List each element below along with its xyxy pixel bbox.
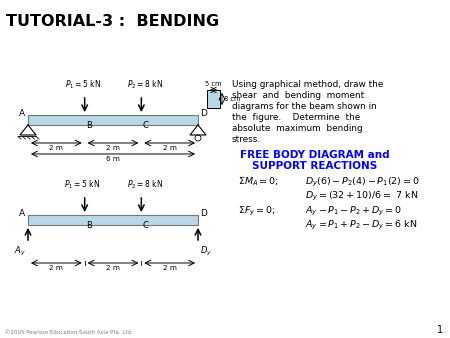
Text: C: C xyxy=(142,221,148,230)
Text: C: C xyxy=(142,121,148,130)
Text: 2 m: 2 m xyxy=(163,265,176,271)
Text: SUPPORT REACTIONS: SUPPORT REACTIONS xyxy=(252,161,378,171)
Text: A: A xyxy=(19,209,25,218)
Text: shear  and  bending  moment: shear and bending moment xyxy=(232,91,364,100)
Text: FREE BODY DIAGRAM and: FREE BODY DIAGRAM and xyxy=(240,150,390,160)
Text: TUTORIAL-3 :  BENDING: TUTORIAL-3 : BENDING xyxy=(6,15,219,29)
Text: D: D xyxy=(200,109,207,118)
Text: D: D xyxy=(200,209,207,218)
Text: 2 m: 2 m xyxy=(50,145,63,151)
Text: the  figure.    Determine  the: the figure. Determine the xyxy=(232,113,360,122)
Text: PROBLEM-1: PROBLEM-1 xyxy=(6,46,114,65)
Text: $A_y$: $A_y$ xyxy=(14,245,26,258)
Text: 2 m: 2 m xyxy=(50,265,63,271)
Text: 2 m: 2 m xyxy=(106,145,120,151)
Text: $D_y$: $D_y$ xyxy=(200,245,212,258)
Text: $D_y(6) - P_2(4) - P_1(2) = 0$: $D_y(6) - P_2(4) - P_1(2) = 0$ xyxy=(305,176,420,189)
Text: diagrams for the beam shown in: diagrams for the beam shown in xyxy=(232,102,377,111)
Bar xyxy=(28,115,198,125)
Text: absolute  maximum  bending: absolute maximum bending xyxy=(232,124,363,133)
Text: $\Sigma M_A = 0;$: $\Sigma M_A = 0;$ xyxy=(238,176,279,189)
Text: 1: 1 xyxy=(437,325,443,335)
Text: ©2005 Pearson Education South Asia Pte. Ltd.: ©2005 Pearson Education South Asia Pte. … xyxy=(5,330,133,335)
Text: B: B xyxy=(86,221,91,230)
Circle shape xyxy=(195,135,201,141)
Text: $P_2 = 8\ \mathrm{kN}$: $P_2 = 8\ \mathrm{kN}$ xyxy=(127,178,163,191)
Text: $A_y = P_1 + P_2 - D_y = 6\ \mathrm{kN}$: $A_y = P_1 + P_2 - D_y = 6\ \mathrm{kN}$ xyxy=(305,219,418,232)
Text: stress.: stress. xyxy=(232,135,261,144)
Text: $A_y - P_1 - P_2 + D_y = 0$: $A_y - P_1 - P_2 + D_y = 0$ xyxy=(305,205,402,218)
Text: A: A xyxy=(19,109,25,118)
Text: 2 m: 2 m xyxy=(163,145,176,151)
Bar xyxy=(28,215,198,225)
Text: Using graphical method, draw the: Using graphical method, draw the xyxy=(232,80,383,89)
Text: B: B xyxy=(86,121,91,130)
Text: $P_1 = 5\ \mathrm{kN}$: $P_1 = 5\ \mathrm{kN}$ xyxy=(64,78,101,91)
Text: 2 m: 2 m xyxy=(106,265,120,271)
Text: 8 cm: 8 cm xyxy=(224,96,240,102)
Text: $D_y = (32 + 10)/6 =\ 7\ \mathrm{kN}$: $D_y = (32 + 10)/6 =\ 7\ \mathrm{kN}$ xyxy=(305,190,418,203)
Text: 6 m: 6 m xyxy=(106,156,120,162)
Bar xyxy=(207,90,220,108)
Text: $P_2 = 8\ \mathrm{kN}$: $P_2 = 8\ \mathrm{kN}$ xyxy=(127,78,163,91)
Text: $\Sigma F_y = 0;$: $\Sigma F_y = 0;$ xyxy=(238,205,275,218)
Text: 5 cm: 5 cm xyxy=(205,81,222,87)
Text: $P_1 = 5\ \mathrm{kN}$: $P_1 = 5\ \mathrm{kN}$ xyxy=(63,178,100,191)
